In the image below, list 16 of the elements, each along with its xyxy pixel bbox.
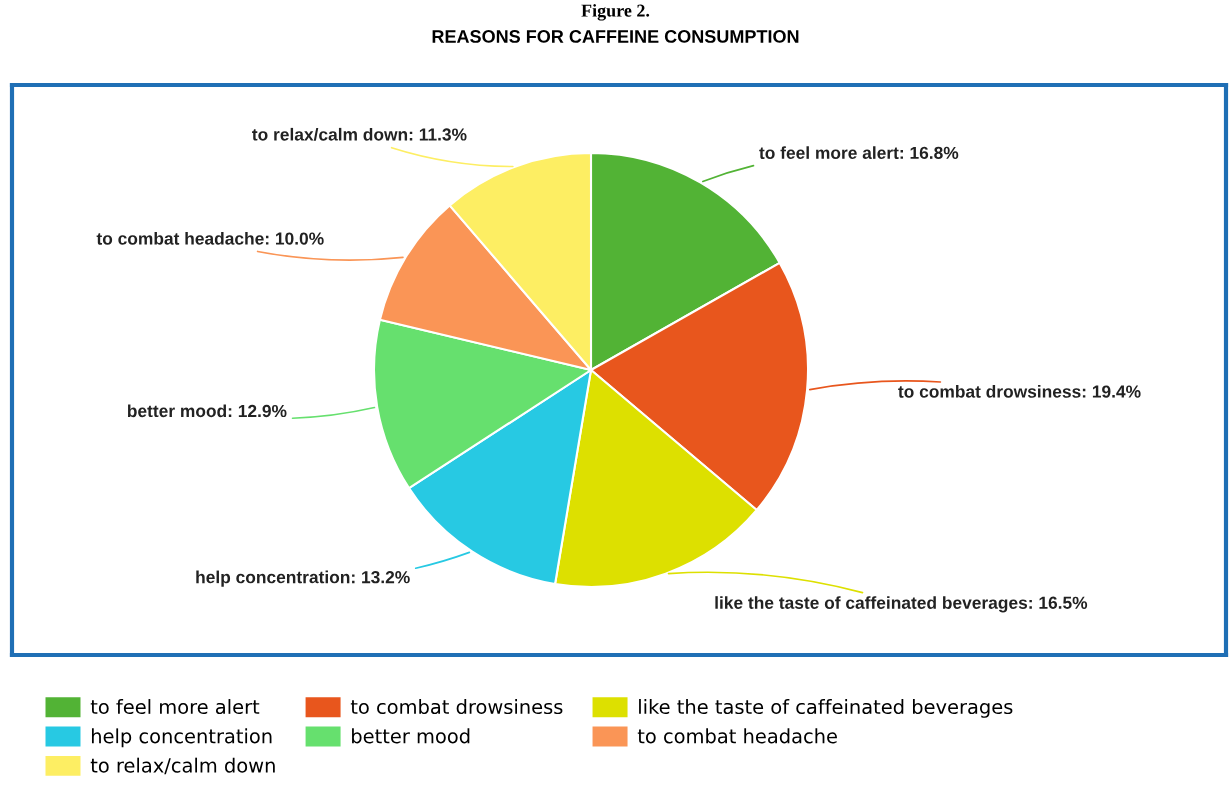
data-label: to combat headache: 10.0% bbox=[96, 231, 324, 245]
data-label: to feel more alert: 16.8% bbox=[759, 146, 959, 159]
legend-label: to relax/calm down bbox=[90, 757, 275, 775]
legend-label: to feel more alert bbox=[90, 699, 260, 715]
legend-label: better mood bbox=[352, 728, 470, 744]
caption: Figure 2. bbox=[581, 4, 650, 21]
data-label: to combat drowsiness: 19.4% bbox=[898, 384, 1141, 398]
legend-label: like the taste of caffeinated beverages bbox=[639, 699, 1013, 718]
chart-title: REASONS FOR CAFFEINE CONSUMPTION bbox=[432, 30, 799, 43]
data-label: to relax/calm down: 11.3% bbox=[252, 127, 467, 141]
legend-label: help concentration bbox=[91, 728, 272, 748]
legend-label: to combat drowsiness bbox=[350, 699, 563, 715]
data-label: help concentration: 13.2% bbox=[196, 570, 410, 587]
legend-label: to combat headache bbox=[637, 728, 837, 744]
data-label: like the taste of caffeinated beverages: 16.5% bbox=[715, 596, 1088, 613]
data-label: better mood: 12.9% bbox=[127, 404, 287, 418]
